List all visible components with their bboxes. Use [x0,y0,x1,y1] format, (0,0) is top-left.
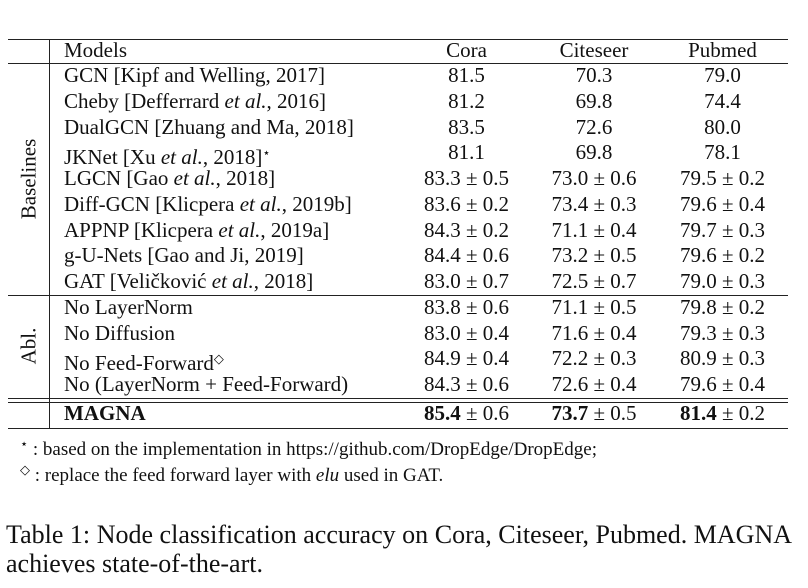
table-cell: No Feed-Forward◇ [64,351,224,376]
table-cell: Diff-GCN [Klicpera et al., 2019b] [64,191,352,216]
table-cell: 80.0 [704,114,741,139]
rule [8,294,788,296]
header-cell: Pubmed [688,38,757,62]
table-cell: 73.2 ± 0.5 [551,243,637,268]
table-cell: 69.8 [575,140,613,165]
table-cell: No LayerNorm [64,294,193,319]
table-cell: 83.5 [448,114,485,139]
table-cell: MAGNA [64,400,146,425]
table-cell: 79.7 ± 0.3 [679,217,766,242]
table-cell: Cheby [Defferrard et al., 2016] [64,88,327,113]
table-cell: 70.3 [575,63,613,87]
table-cell: 73.0 ± 0.6 [551,166,637,190]
table-cell: LGCN [Gao et al., 2018] [64,166,276,190]
header-cell: Citeseer [559,38,629,62]
table-cell: 80.9 ± 0.3 [679,346,766,371]
table-cell: DualGCN [Zhuang and Ma, 2018] [64,114,354,139]
table-cell: 73.4 ± 0.3 [551,191,637,216]
table-cell: 71.1 ± 0.5 [551,294,637,319]
table-cell: 79.6 ± 0.4 [679,372,766,396]
table-cell: 81.4 ± 0.2 [679,400,766,425]
table-cell: 83.8 ± 0.6 [423,294,510,319]
table-cell: 79.3 ± 0.3 [679,320,766,345]
rule [8,401,788,403]
table-cell: 79.8 ± 0.2 [679,294,766,319]
rule [8,427,788,429]
table-cell: 72.2 ± 0.3 [551,346,637,371]
rule [49,39,51,428]
group-label: Baselines [16,138,41,220]
table-cell: 72.6 [575,114,613,139]
table-cell: 84.3 ± 0.6 [423,372,510,396]
table-cell: 83.0 ± 0.7 [423,269,510,293]
table-cell: JKNet [Xu et al., 2018]⋆ [64,145,271,170]
rule [8,39,788,41]
table-cell: 72.5 ± 0.7 [551,269,637,293]
rule [8,397,788,399]
table-cell: 83.3 ± 0.5 [423,166,510,190]
table-cell: 81.2 [448,88,485,113]
table-cell: 79.6 ± 0.4 [679,191,766,216]
table-cell: 79.5 ± 0.2 [679,166,766,190]
table-cell: 84.3 ± 0.2 [423,217,510,242]
footnote: ◇ : replace the feed forward layer with … [20,462,444,486]
group-label: Abl. [16,327,41,365]
table-cell: 69.8 [575,88,613,113]
table-cell: 71.6 ± 0.4 [551,320,637,345]
table-cell: 71.1 ± 0.4 [551,217,637,242]
footnote: ⋆ : based on the implementation in https… [20,436,597,460]
table-cell: 78.1 [704,140,741,165]
table-cell: 83.6 ± 0.2 [423,191,510,216]
table-cell: 73.7 ± 0.5 [551,400,637,425]
table-cell: 83.0 ± 0.4 [423,320,510,345]
table-cell: 79.0 [704,63,741,87]
table-cell: 84.9 ± 0.4 [423,346,510,371]
caption: Table 1: Node classification accuracy on… [6,520,792,578]
table-cell: 72.6 ± 0.4 [551,372,637,396]
rule [8,63,788,65]
table-cell: No Diffusion [64,320,176,345]
table-cell: APPNP [Klicpera et al., 2019a] [64,217,330,242]
table-cell: 79.6 ± 0.2 [679,243,766,268]
table-cell: 74.4 [704,88,741,113]
table-cell: 81.5 [448,63,485,87]
header-cell: Models [64,38,127,62]
table-cell: 81.1 [448,140,485,165]
table-cell: 85.4 ± 0.6 [423,400,510,425]
table-cell: GAT [Veličković et al., 2018] [64,269,314,293]
table-cell: g-U-Nets [Gao and Ji, 2019] [64,243,304,268]
header-cell: Cora [446,38,487,62]
table-cell: GCN [Kipf and Welling, 2017] [64,63,325,87]
table-cell: 84.4 ± 0.6 [423,243,510,268]
table-cell: 79.0 ± 0.3 [679,269,766,293]
table-cell: No (LayerNorm + Feed-Forward) [64,372,349,396]
